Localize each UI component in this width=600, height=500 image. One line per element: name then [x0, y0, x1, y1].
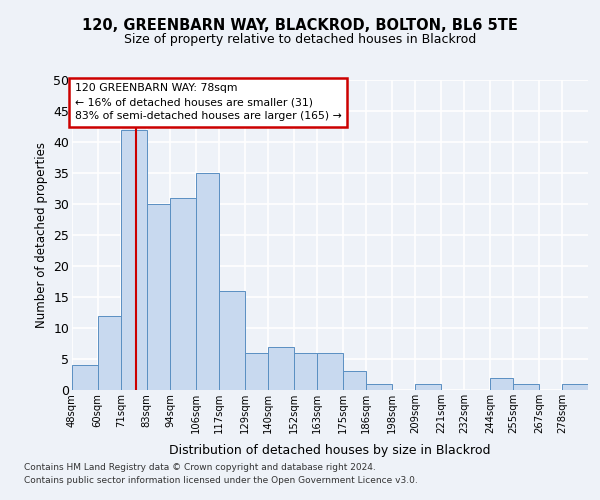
Text: 120, GREENBARN WAY, BLACKROD, BOLTON, BL6 5TE: 120, GREENBARN WAY, BLACKROD, BOLTON, BL…	[82, 18, 518, 32]
Text: Contains public sector information licensed under the Open Government Licence v3: Contains public sector information licen…	[24, 476, 418, 485]
Bar	[514, 384, 539, 390]
Bar	[366, 384, 392, 390]
Bar	[219, 291, 245, 390]
Y-axis label: Number of detached properties: Number of detached properties	[35, 142, 47, 328]
Bar	[415, 384, 441, 390]
Bar	[562, 384, 588, 390]
Bar	[121, 130, 146, 390]
Text: 120 GREENBARN WAY: 78sqm
← 16% of detached houses are smaller (31)
83% of semi-d: 120 GREENBARN WAY: 78sqm ← 16% of detach…	[74, 83, 341, 121]
Bar	[170, 198, 196, 390]
Bar	[196, 173, 219, 390]
Text: Size of property relative to detached houses in Blackrod: Size of property relative to detached ho…	[124, 32, 476, 46]
X-axis label: Distribution of detached houses by size in Blackrod: Distribution of detached houses by size …	[169, 444, 491, 458]
Bar	[294, 353, 317, 390]
Bar	[245, 353, 268, 390]
Bar	[146, 204, 170, 390]
Bar	[98, 316, 121, 390]
Bar	[490, 378, 514, 390]
Bar	[343, 372, 366, 390]
Bar	[317, 353, 343, 390]
Bar	[268, 346, 294, 390]
Bar	[72, 365, 98, 390]
Text: Contains HM Land Registry data © Crown copyright and database right 2024.: Contains HM Land Registry data © Crown c…	[24, 464, 376, 472]
